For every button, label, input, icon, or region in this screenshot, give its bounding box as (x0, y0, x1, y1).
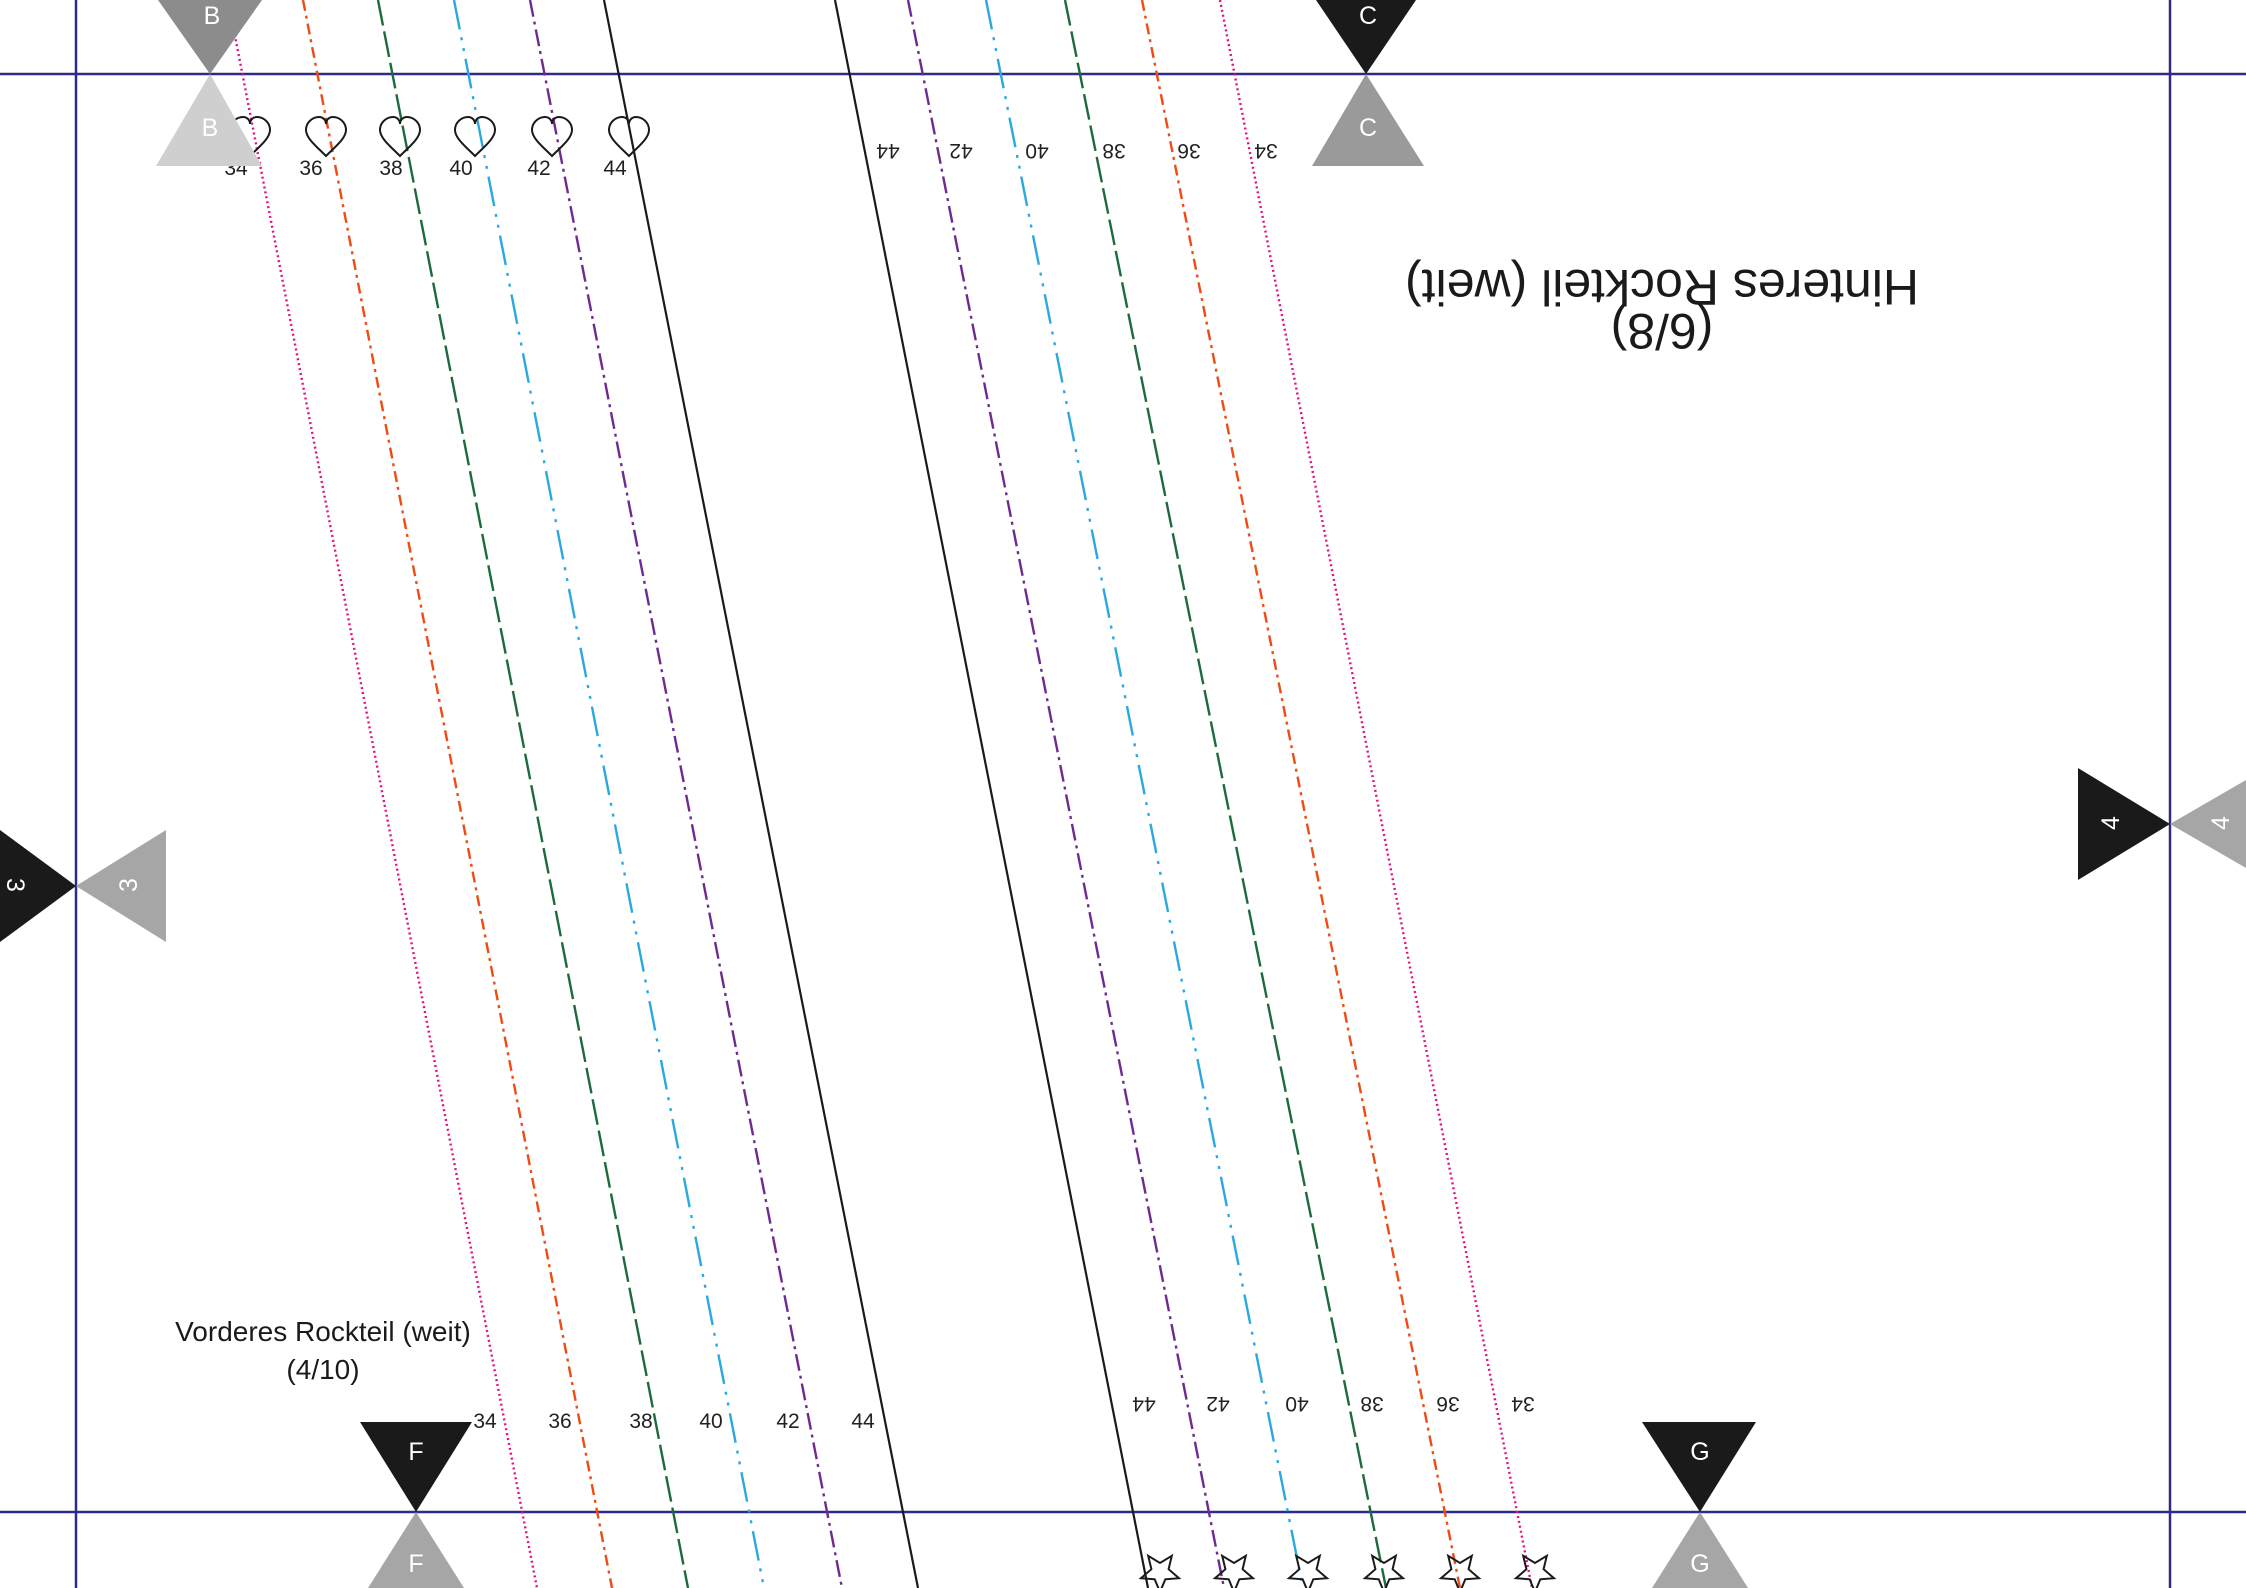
size-labels-top-left: 34 36 38 40 42 44 (224, 157, 627, 180)
size-label-36: 36 (299, 157, 322, 180)
marker-3b: 3 (76, 830, 166, 942)
front-piece-title: Vorderes Rockteil (weit) (175, 1316, 471, 1347)
svg-text:B: B (202, 114, 219, 142)
size-label-38: 38 (1360, 1392, 1383, 1415)
size-label-38: 38 (379, 157, 402, 180)
svg-text:B: B (204, 2, 221, 30)
seam-line-34 (226, 0, 539, 1588)
svg-text:3: 3 (1, 878, 29, 892)
size-label-36: 36 (1177, 139, 1200, 162)
svg-text:4: 4 (2097, 816, 2125, 830)
svg-text:3: 3 (115, 878, 143, 892)
heart-icon (530, 115, 574, 158)
svg-text:F: F (408, 1438, 423, 1466)
seam-line-36 (301, 0, 614, 1588)
size-labels-bottom-left: 34 36 38 40 42 44 (473, 1410, 875, 1433)
size-label-40: 40 (449, 157, 472, 180)
star-icon (1362, 1553, 1406, 1588)
size-label-44: 44 (1132, 1392, 1156, 1415)
seam-line-38 (376, 0, 690, 1588)
seam-line-38 (1063, 0, 1388, 1588)
seam-line-44 (602, 0, 920, 1588)
heart-notches (228, 115, 651, 158)
marker-g2: G (1652, 1512, 1748, 1588)
size-labels-top-right-rotated: 34 36 38 40 42 44 (876, 139, 1278, 162)
seam-line-40 (984, 0, 1305, 1588)
back-piece-subtitle: (6/8) (1611, 303, 1714, 359)
marker-4: 4 (2078, 768, 2170, 880)
star-icon (1212, 1553, 1256, 1588)
svg-text:G: G (1690, 1438, 1709, 1466)
svg-text:F: F (408, 1550, 423, 1578)
svg-text:4: 4 (2207, 816, 2235, 830)
seam-line-36 (1140, 0, 1462, 1588)
front-piece-subtitle: (4/10) (286, 1354, 359, 1385)
star-icon (1286, 1553, 1330, 1588)
size-label-36: 36 (1436, 1392, 1459, 1415)
star-notches (1138, 1553, 1557, 1588)
star-icon (1513, 1553, 1557, 1588)
marker-3: 3 (0, 830, 76, 942)
size-label-34: 34 (473, 1410, 497, 1433)
marker-f: F (360, 1422, 472, 1512)
size-label-40: 40 (1285, 1392, 1308, 1415)
marker-4b: 4 (2170, 780, 2246, 868)
star-icon (1438, 1553, 1482, 1588)
svg-text:C: C (1359, 114, 1377, 142)
size-label-40: 40 (699, 1410, 722, 1433)
heart-icon (607, 115, 651, 158)
size-label-38: 38 (1102, 139, 1125, 162)
seam-lines-back-piece (833, 0, 1534, 1588)
heart-icon (378, 115, 422, 158)
seam-line-42 (906, 0, 1226, 1588)
marker-f2: F (368, 1512, 464, 1588)
seam-line-34 (1218, 0, 1534, 1588)
svg-text:C: C (1359, 2, 1377, 30)
seam-lines-front-piece (226, 0, 920, 1588)
seam-line-44 (833, 0, 1150, 1588)
svg-text:G: G (1690, 1550, 1709, 1578)
marker-c: C (1316, 0, 1416, 74)
size-label-34: 34 (1254, 139, 1278, 162)
size-label-44: 44 (851, 1410, 875, 1433)
seam-line-42 (528, 0, 844, 1588)
heart-icon (304, 115, 348, 158)
size-label-38: 38 (629, 1410, 652, 1433)
size-label-40: 40 (1025, 139, 1048, 162)
size-labels-bottom-right-rotated: 34 36 38 40 42 44 (1132, 1392, 1535, 1415)
size-label-42: 42 (1206, 1392, 1229, 1415)
size-label-42: 42 (527, 157, 550, 180)
seam-line-40 (452, 0, 766, 1588)
size-label-42: 42 (776, 1410, 799, 1433)
heart-icon (453, 115, 497, 158)
marker-g: G (1642, 1422, 1756, 1512)
marker-c2: C (1312, 74, 1424, 166)
size-label-42: 42 (949, 139, 972, 162)
star-icon (1138, 1553, 1182, 1588)
back-piece-title: Hinteres Rockteil (weit) (1405, 259, 1919, 315)
marker-b2: B (156, 74, 262, 166)
size-label-36: 36 (548, 1410, 571, 1433)
size-label-44: 44 (603, 157, 627, 180)
marker-b: B (158, 0, 262, 74)
size-label-34: 34 (1511, 1392, 1535, 1415)
size-label-44: 44 (876, 139, 900, 162)
